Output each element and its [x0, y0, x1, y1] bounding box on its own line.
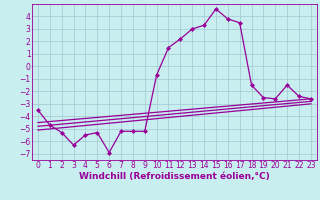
X-axis label: Windchill (Refroidissement éolien,°C): Windchill (Refroidissement éolien,°C) — [79, 172, 270, 181]
